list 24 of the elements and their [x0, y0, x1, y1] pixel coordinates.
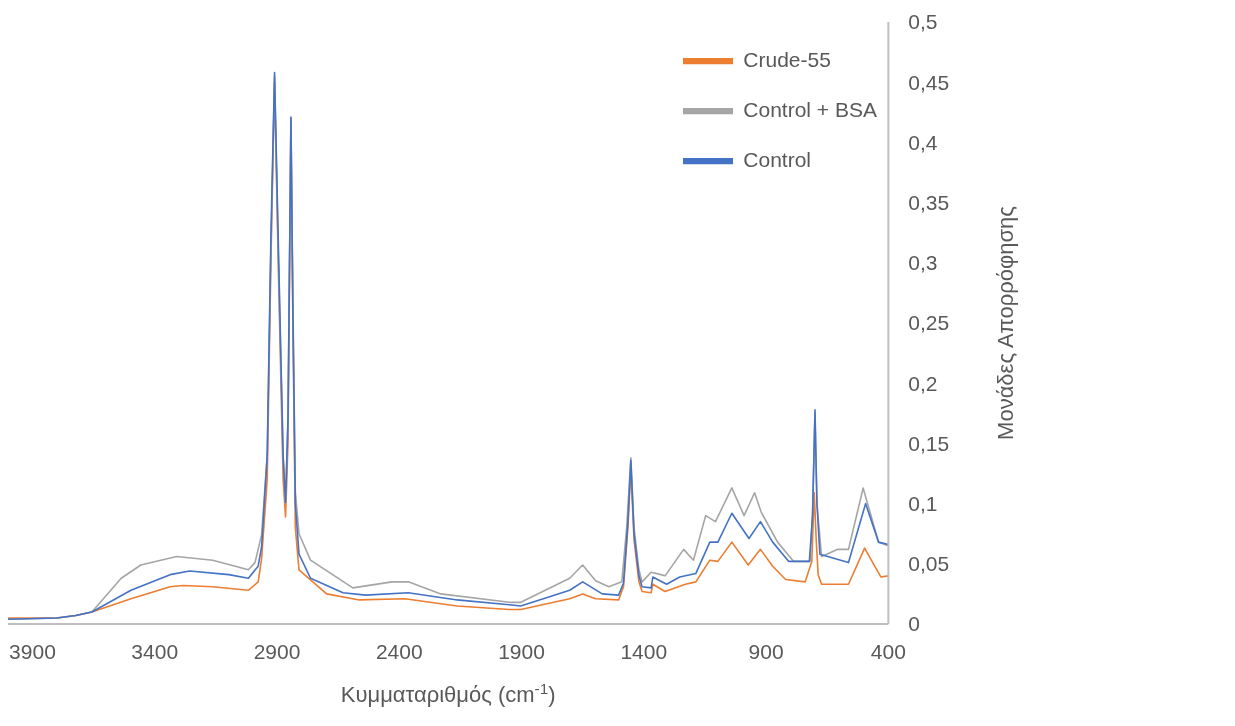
y-tick-label: 0,3 — [908, 251, 938, 275]
x-axis-title: Κυμματαριθμός (cm$^{-1}$) — [340, 679, 556, 707]
legend-label: Crude-55 — [743, 47, 831, 71]
y-tick-label: 0,15 — [908, 431, 950, 455]
y-tick-label: 0,5 — [908, 10, 938, 34]
legend-label: Control — [743, 147, 812, 171]
x-tick-label: 2400 — [375, 639, 423, 663]
y-tick-label: 0,1 — [908, 492, 938, 516]
x-tick-label: 3400 — [131, 639, 179, 663]
x-tick-label: 2900 — [253, 639, 301, 663]
y-tick-label: 0,25 — [908, 311, 950, 335]
y-tick-label: 0,35 — [908, 191, 950, 215]
y-tick-label: 0 — [908, 612, 921, 636]
y-tick-label: 0,05 — [908, 552, 950, 576]
x-tick-label: 3900 — [9, 639, 56, 663]
y-tick-label: 0,4 — [908, 130, 938, 154]
x-tick-label: 1900 — [498, 639, 545, 663]
legend-label: Control + BSA — [743, 97, 877, 121]
y-tick-label: 0,2 — [908, 371, 938, 395]
y-tick-label: 0,45 — [908, 70, 950, 94]
y-axis-title: Μονάδες Απορρόφησης — [993, 206, 1019, 440]
x-tick-label: 900 — [748, 639, 784, 663]
x-tick-label: 400 — [870, 639, 906, 663]
x-tick-label: 1400 — [620, 639, 668, 663]
